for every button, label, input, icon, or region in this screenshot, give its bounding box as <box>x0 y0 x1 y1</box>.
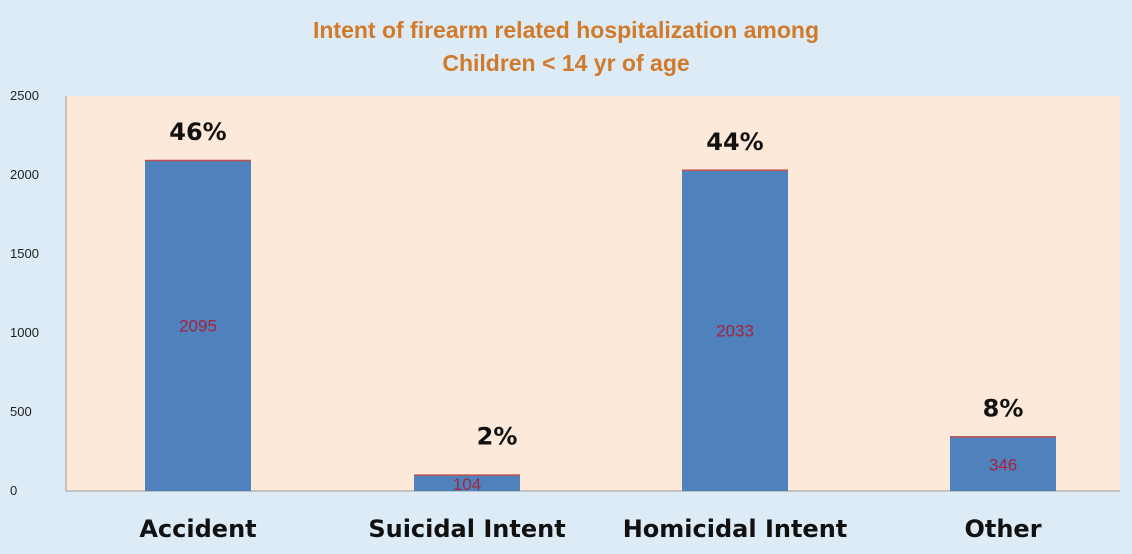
percent-label: 8% <box>983 394 1024 422</box>
value-label: 104 <box>453 475 481 494</box>
percent-label: 44% <box>706 128 763 156</box>
y-tick-label: 1500 <box>10 246 39 261</box>
y-tick-label: 500 <box>10 404 32 419</box>
value-label: 2033 <box>716 321 754 340</box>
y-tick-label: 0 <box>10 483 17 498</box>
value-label: 346 <box>989 456 1017 475</box>
bar-1 <box>414 474 520 491</box>
category-label: Accident <box>139 515 256 543</box>
y-tick-label: 1000 <box>10 325 39 340</box>
y-tick-label: 2500 <box>10 88 39 103</box>
chart-title-line-2: Children < 14 yr of age <box>442 50 690 76</box>
y-tick-label: 2000 <box>10 167 39 182</box>
category-label: Suicidal Intent <box>368 515 565 543</box>
percent-label: 2% <box>477 423 518 451</box>
percent-label: 46% <box>169 118 226 146</box>
category-label: Homicidal Intent <box>623 515 848 543</box>
category-label: Other <box>964 515 1041 543</box>
chart-title-line-1: Intent of firearm related hospitalizatio… <box>312 17 820 43</box>
value-label: 2095 <box>179 316 217 335</box>
bar-0 <box>145 159 251 492</box>
bar-3 <box>950 436 1056 491</box>
chart-title: Intent of firearm related hospitalizatio… <box>0 14 1132 80</box>
bar-2 <box>682 169 788 491</box>
